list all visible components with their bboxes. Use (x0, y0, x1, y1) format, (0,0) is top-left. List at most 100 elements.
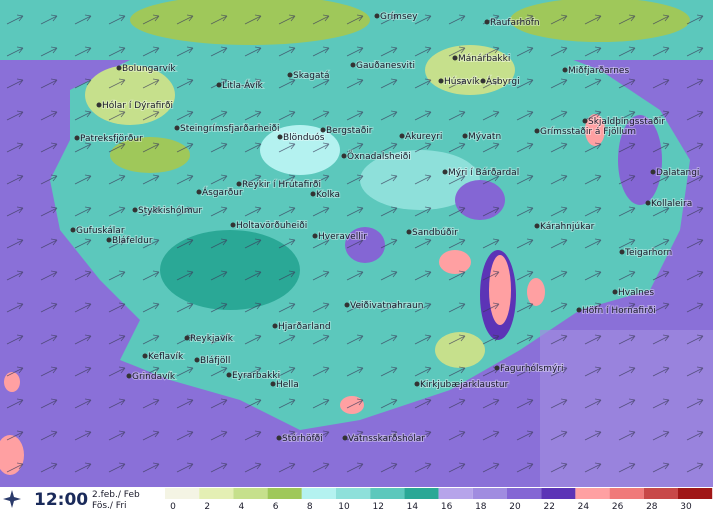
place-name: Raufarhöfn (490, 18, 540, 28)
wind-arrow (210, 238, 228, 249)
wind-arrow (550, 46, 568, 57)
wind-arrow (618, 270, 636, 281)
wind-arrow (652, 78, 670, 89)
place-name: Ásgarður (202, 186, 243, 198)
place-name: Stykkishólmur (138, 205, 202, 216)
wind-arrow (6, 78, 24, 89)
wind-arrow (142, 78, 160, 89)
wind-arrow (176, 366, 194, 377)
wind-arrow (686, 110, 704, 121)
wind-arrow (6, 430, 24, 441)
station-dot (582, 118, 588, 124)
scale-cell (643, 488, 678, 499)
wind-arrow (176, 334, 194, 345)
wind-arrow (448, 14, 466, 25)
wind-arrow (618, 78, 636, 89)
wind-arrow (448, 238, 466, 249)
wind-arrow (176, 14, 194, 25)
station-dot (399, 133, 405, 139)
station-dot (350, 62, 356, 68)
place-name: Mýri í Bárðardal (448, 168, 519, 178)
wind-arrow (176, 46, 194, 57)
place-name: Ásbyrgi (486, 75, 520, 87)
wind-arrow (40, 334, 58, 345)
station-dot (438, 78, 444, 84)
wind-arrow (584, 14, 602, 25)
wind-arrow (108, 366, 126, 377)
date: 2.feb./ Feb (92, 490, 140, 500)
wind-arrow (414, 430, 432, 441)
wind-arrow (584, 46, 602, 57)
wind-arrow (40, 302, 58, 313)
wind-arrow (346, 174, 364, 185)
wind-arrow (414, 14, 432, 25)
wind-arrow (142, 46, 160, 57)
wind-arrow (686, 398, 704, 409)
station-dot (494, 365, 500, 371)
place-name: Kollaleira (651, 199, 692, 209)
wind-arrow (108, 110, 126, 121)
station-dot (534, 128, 540, 134)
wind-arrow (6, 398, 24, 409)
wind-arrow (74, 302, 92, 313)
wind-arrow (414, 238, 432, 249)
wind-arrow (584, 398, 602, 409)
scale-label: 2 (204, 502, 210, 511)
wind-arrow (584, 334, 602, 345)
wind-arrow (108, 238, 126, 249)
wind-arrow (142, 366, 160, 377)
station-dot (132, 207, 138, 213)
station-dot (576, 307, 582, 313)
wind-arrow (108, 430, 126, 441)
wind-arrow (380, 110, 398, 121)
wind-arrow (6, 46, 24, 57)
wind-arrow (618, 174, 636, 185)
place-name: Kirkjubæjarklaustur (420, 380, 509, 390)
wind-arrow (686, 238, 704, 249)
wind-arrow (550, 174, 568, 185)
wind-arrow (584, 206, 602, 217)
wind-arrow (618, 238, 636, 249)
wind-arrow (516, 366, 534, 377)
wind-arrow (584, 366, 602, 377)
wind-arrow (516, 334, 534, 345)
wind-arrow (312, 462, 330, 473)
place-name: Höfn í Hornafirði (582, 306, 656, 316)
place-name: Litla-Ávík (222, 79, 264, 91)
wind-arrow (584, 142, 602, 153)
wind-arrow (108, 270, 126, 281)
wind-arrow (346, 270, 364, 281)
wind-arrow (516, 398, 534, 409)
wind-arrow (448, 206, 466, 217)
wind-arrow (312, 238, 330, 249)
wind-arrow (278, 46, 296, 57)
station-dot (414, 381, 420, 387)
wind-arrow (414, 302, 432, 313)
wind-arrow (652, 398, 670, 409)
wind-arrow (210, 174, 228, 185)
wind-arrow (40, 270, 58, 281)
station-dot (650, 169, 656, 175)
wind-arrow (414, 110, 432, 121)
wind-arrow (516, 142, 534, 153)
wind-arrow (40, 366, 58, 377)
place-name: Eyrarbakki (232, 371, 280, 381)
wind-arrow (380, 78, 398, 89)
wind-arrow (652, 334, 670, 345)
wind-arrow (312, 334, 330, 345)
station-dot (406, 229, 412, 235)
wind-arrow (414, 270, 432, 281)
wind-arrow (448, 398, 466, 409)
wind-arrow (346, 238, 364, 249)
wind-arrow (312, 110, 330, 121)
wind-arrow (618, 206, 636, 217)
scale-label: 26 (612, 502, 624, 511)
wind-arrow (618, 302, 636, 313)
wind-arrow (312, 78, 330, 89)
wind-arrow (142, 270, 160, 281)
station-dot (276, 435, 282, 441)
wind-arrow (108, 142, 126, 153)
station-dot (312, 233, 318, 239)
wind-arrow (686, 142, 704, 153)
wind-arrow (74, 366, 92, 377)
